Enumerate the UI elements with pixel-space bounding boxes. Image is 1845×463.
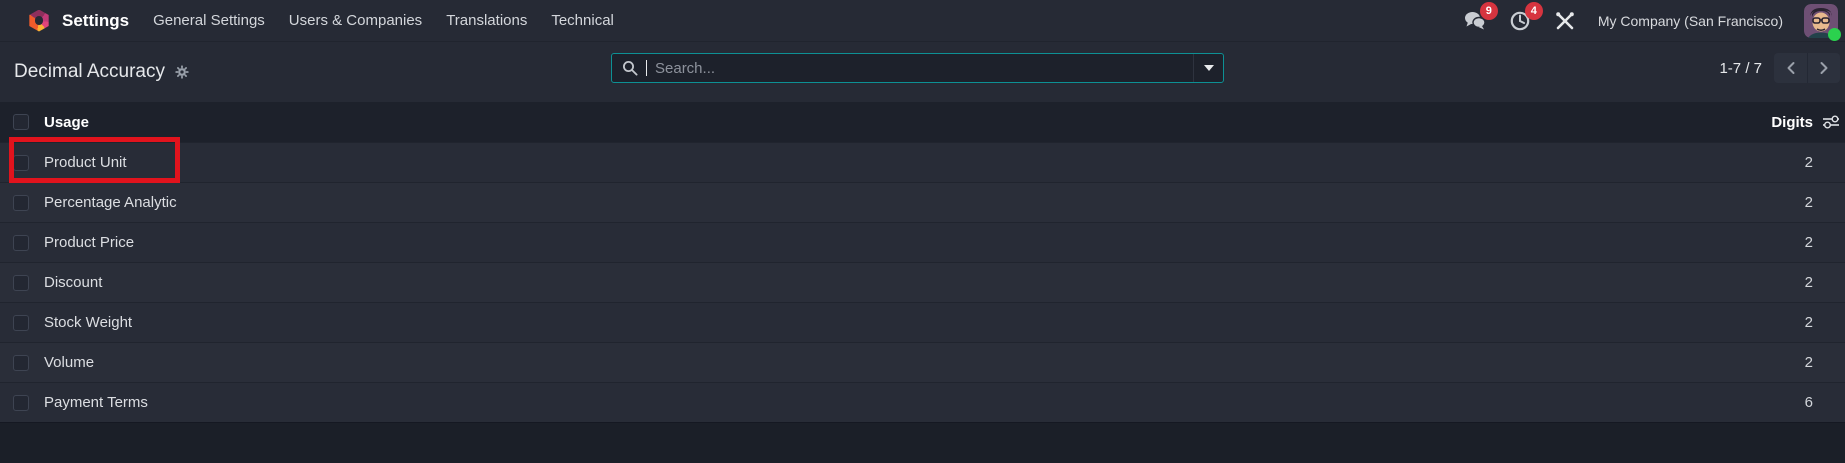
table-row[interactable]: Payment Terms 6 [0,382,1845,422]
tools-icon [1556,11,1574,29]
content-footer [0,422,1845,463]
list-header-row: Usage Digits [0,102,1845,142]
pager: 1-7 / 7 [1719,53,1840,83]
row-usage-label: Payment Terms [44,394,148,411]
text-cursor [646,60,647,76]
table-row[interactable]: Stock Weight 2 [0,302,1845,342]
column-sliders-icon[interactable] [1822,115,1840,129]
pager-next-button[interactable] [1807,53,1840,83]
company-switcher[interactable]: My Company (San Francisco) [1597,12,1783,29]
row-checkbox[interactable] [13,194,29,211]
navbar-right: 9 4 My Company (San Francisco) [1463,1,1841,41]
row-usage-label: Volume [44,354,95,371]
row-usage-label: Percentage Analytic [44,194,177,211]
control-panel: Decimal Accuracy [0,42,1845,102]
search-options-toggle[interactable] [1193,54,1223,82]
page-title: Decimal Accuracy [14,61,165,82]
list-rows: Product Unit 2 Percentage Analytic 2 Pro… [0,142,1845,422]
pager-previous-button[interactable] [1774,53,1807,83]
row-digits-value: 2 [1804,314,1813,331]
row-checkbox[interactable] [13,354,29,371]
caret-down-icon [1203,65,1214,71]
row-digits-value: 2 [1804,274,1813,291]
messages-count-badge: 9 [1479,1,1498,20]
row-digits-value: 2 [1804,154,1813,171]
activities-count-badge: 4 [1524,1,1543,20]
row-digits-value: 2 [1804,354,1813,371]
search-bar: Search... [611,53,1224,83]
navbar-menu-item-general-settings[interactable]: General Settings [153,12,265,29]
row-usage-label: Product Unit [44,154,127,171]
odoo-logo-icon[interactable] [29,9,49,32]
row-usage-label: Discount [44,274,103,291]
navbar-menu-item-translations[interactable]: Translations [446,12,528,29]
user-avatar[interactable] [1804,3,1841,41]
activities-clock-icon [1510,11,1530,30]
messages-bubbles-icon [1464,12,1486,30]
row-digits-value: 2 [1804,194,1813,211]
row-usage-label: Product Price [44,234,135,251]
table-row[interactable]: Product Price 2 [0,222,1845,262]
table-row[interactable]: Volume 2 [0,342,1845,382]
app-menu-settings[interactable]: Settings [62,10,130,30]
search-icon [623,61,638,76]
messages-button[interactable]: 9 [1463,1,1498,33]
row-checkbox[interactable] [13,274,29,291]
row-checkbox[interactable] [13,234,29,251]
column-header-digits[interactable]: Digits [1771,113,1813,131]
activities-button[interactable]: 4 [1508,1,1543,33]
table-row[interactable]: Discount 2 [0,262,1845,302]
navbar-menu: General Settings Users & Companies Transla… [153,12,614,29]
search-input[interactable]: Search... [612,60,1193,77]
column-header-usage[interactable]: Usage [44,113,90,131]
navbar-menu-item-users-companies[interactable]: Users & Companies [288,12,423,29]
pager-range: 1-7 / 7 [1719,59,1762,77]
row-checkbox[interactable] [13,394,29,411]
navbar-menu-item-technical[interactable]: Technical [551,12,614,29]
table-row[interactable]: Percentage Analytic 2 [0,182,1845,222]
table-row[interactable]: Product Unit 2 [0,142,1845,182]
row-checkbox[interactable] [13,154,29,171]
tools-button[interactable] [1553,9,1577,33]
select-all-checkbox[interactable] [13,114,29,130]
chevron-left-icon [1787,62,1794,74]
search-placeholder: Search... [655,59,716,77]
top-navbar: Settings General Settings Users & Compani… [0,0,1845,42]
row-checkbox[interactable] [13,314,29,331]
row-digits-value: 6 [1804,394,1813,411]
gear-icon[interactable] [175,65,189,79]
chevron-right-icon [1820,62,1828,74]
row-digits-value: 2 [1804,234,1813,251]
row-usage-label: Stock Weight [44,314,133,331]
online-status-dot [1828,27,1841,41]
